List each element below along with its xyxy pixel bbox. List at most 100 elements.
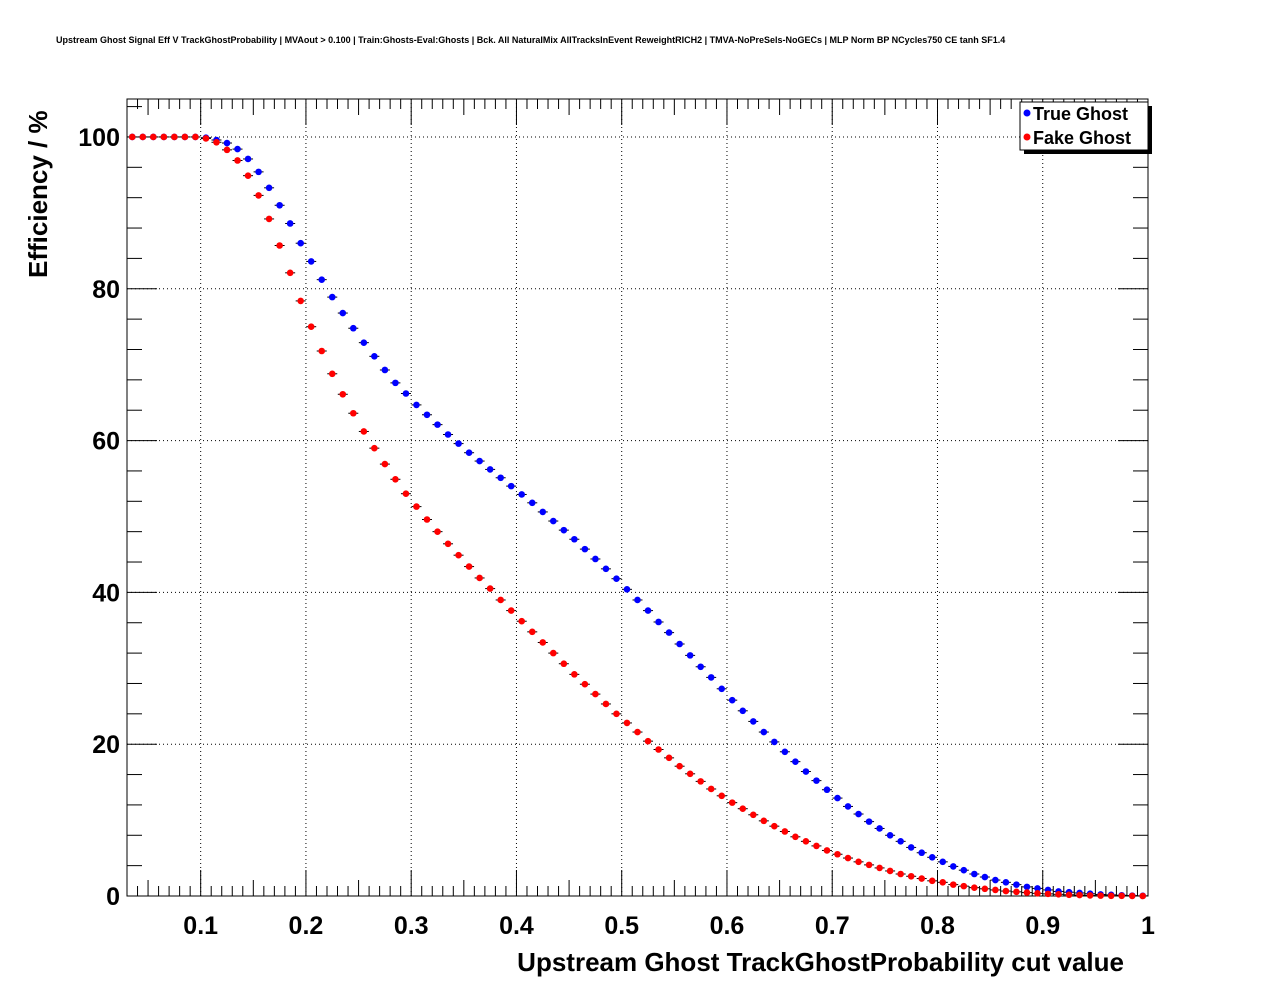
data-point [339, 390, 347, 398]
data-point [150, 133, 157, 141]
data-point [371, 444, 378, 452]
data-point [234, 145, 241, 153]
data-point [739, 707, 747, 715]
data-point [476, 574, 483, 582]
data-point [223, 139, 231, 147]
data-point [392, 379, 399, 387]
data-point [265, 184, 273, 192]
data-point [171, 133, 178, 141]
legend-label-fake-ghost: Fake Ghost [1033, 128, 1131, 148]
data-point [234, 157, 241, 164]
x-tick-label: 0.4 [499, 912, 534, 940]
data-point [318, 276, 326, 283]
data-point [244, 172, 252, 179]
data-point [876, 825, 883, 832]
data-point [276, 201, 283, 209]
data-point [455, 551, 462, 559]
data-point [781, 828, 789, 835]
data-point [1023, 889, 1031, 896]
data-point [339, 309, 347, 317]
data-point [707, 785, 715, 793]
data-point [255, 192, 262, 199]
data-point [644, 737, 652, 745]
data-point [539, 639, 547, 646]
data-point [549, 649, 557, 657]
data-point [444, 540, 452, 548]
data-point [907, 844, 915, 851]
data-point [939, 858, 947, 866]
data-point [792, 833, 799, 841]
data-point [728, 799, 736, 806]
x-tick-label: 0.6 [710, 912, 745, 940]
data-point [1097, 892, 1104, 899]
data-point [276, 242, 283, 249]
data-point [539, 508, 547, 516]
data-point [1076, 891, 1083, 899]
data-point [855, 810, 862, 818]
data-point [992, 876, 999, 884]
data-point [486, 466, 494, 473]
data-point [1118, 892, 1125, 900]
data-point [528, 628, 536, 636]
data-point [697, 663, 704, 671]
chart-title: Upstream Ghost Signal Eff V TrackGhostPr… [56, 35, 1005, 45]
data-point [655, 618, 662, 626]
data-point [1139, 892, 1147, 900]
data-point [802, 768, 810, 775]
legend-box [1019, 101, 1149, 151]
x-tick-label: 0.9 [1025, 912, 1060, 940]
data-point [518, 617, 526, 625]
data-point [834, 794, 841, 802]
data-point [813, 777, 820, 784]
data-point [771, 822, 778, 830]
data-point [623, 719, 631, 727]
data-point [823, 847, 831, 854]
data-point [1002, 887, 1010, 895]
data-point [560, 660, 568, 668]
data-point [297, 239, 304, 247]
data-point [949, 863, 957, 870]
data-point [381, 366, 389, 374]
data-point [434, 528, 441, 535]
data-point [771, 738, 778, 746]
data-point [918, 849, 925, 857]
data-point [981, 873, 989, 881]
data-point [655, 746, 662, 753]
grid [127, 99, 1148, 896]
x-axis-title: Upstream Ghost TrackGhostProbability cut… [517, 947, 1124, 977]
data-point [749, 811, 757, 819]
data-point [802, 838, 810, 845]
data-point [1107, 892, 1115, 900]
data-point [928, 877, 936, 885]
legend-marker-fake-ghost [1023, 133, 1031, 141]
data-point [676, 640, 683, 648]
x-tick-label: 0.7 [815, 912, 850, 940]
data-point [402, 390, 410, 397]
data-point [507, 482, 515, 490]
data-point [413, 401, 420, 409]
data-point [760, 728, 768, 736]
legend-label-true-ghost: True Ghost [1033, 104, 1128, 124]
data-point [697, 778, 704, 785]
data-point [402, 490, 410, 498]
data-point [560, 526, 568, 534]
data-point [507, 607, 515, 614]
series-fake-ghost [127, 133, 1148, 900]
data-point [897, 870, 904, 878]
x-tick-label: 0.5 [604, 912, 639, 940]
data-point [571, 671, 578, 678]
data-point [918, 875, 925, 882]
x-tick-label: 0.3 [394, 912, 429, 940]
data-point [718, 792, 726, 800]
data-point [1086, 892, 1094, 899]
x-tick-label: 0.2 [289, 912, 324, 940]
data-point [244, 155, 252, 163]
data-point [865, 818, 873, 825]
data-point [486, 585, 494, 592]
axis-ticks [126, 99, 1149, 897]
data-point [686, 770, 694, 778]
data-point [465, 563, 473, 570]
data-point [602, 565, 610, 573]
data-point [497, 596, 504, 604]
